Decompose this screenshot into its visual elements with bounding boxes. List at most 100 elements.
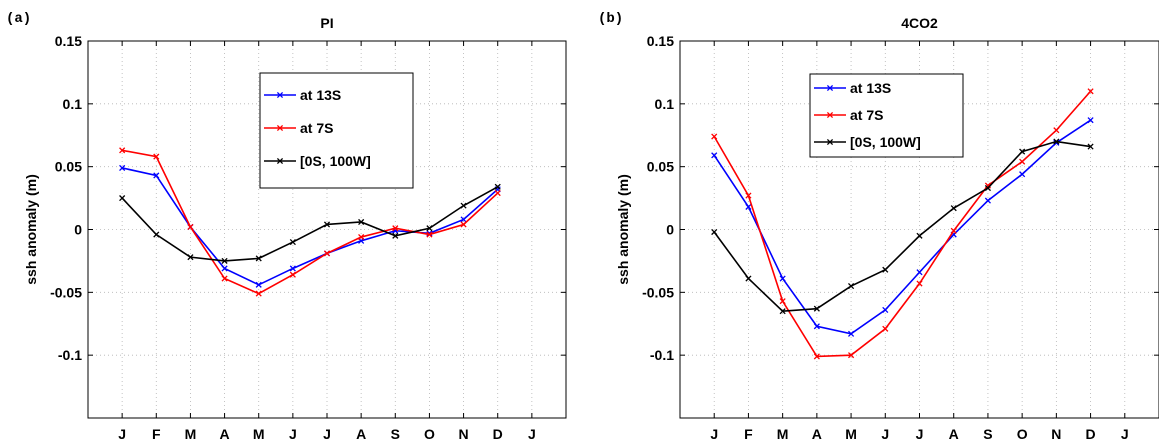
data-point: [950, 205, 957, 212]
y-tick-label: 0: [666, 222, 674, 238]
x-tick-label: J: [1121, 426, 1129, 442]
grid: [680, 40, 1159, 418]
data-point-stroke: [289, 271, 296, 278]
data-point: [494, 189, 501, 197]
x-tick-label: J: [289, 426, 297, 442]
x-tick-label: N: [459, 426, 469, 442]
legend-item: at 13S: [264, 87, 341, 103]
data-point: [711, 152, 718, 159]
x-tick-label: J: [710, 426, 718, 442]
data-point: [255, 255, 262, 262]
legend-label: at 13S: [850, 80, 891, 96]
data-point: [882, 325, 889, 332]
legend-marker: [826, 84, 834, 92]
data-point-stroke: [460, 202, 467, 209]
x-tick-label: J: [916, 426, 924, 442]
series-line: [121, 186, 499, 262]
data-point-stroke: [153, 172, 160, 179]
data-point: [119, 195, 126, 202]
data-point-stroke: [323, 221, 331, 228]
data-point-stroke: [1087, 117, 1094, 124]
data-point: [289, 271, 296, 278]
data-point-stroke: [779, 275, 786, 282]
legend-item: at 7S: [814, 107, 883, 123]
y-tick-label: 0.15: [647, 33, 674, 49]
x-tick-label: D: [493, 426, 503, 442]
data-point: [882, 306, 889, 313]
data-point: [711, 133, 718, 140]
data-point: [187, 254, 194, 261]
data-point-stroke: [1019, 148, 1026, 155]
data-point: [950, 227, 957, 234]
legend-box: [259, 72, 414, 189]
data-point-stroke: [426, 231, 433, 238]
data-point-stroke: [848, 352, 855, 359]
data-point-stroke: [1019, 158, 1026, 165]
data-point: [460, 216, 467, 223]
data-point: [848, 330, 855, 337]
data-point: [358, 233, 365, 241]
y-tick-label: -0.1: [58, 347, 82, 363]
legend-item: [0S, 100W]: [814, 134, 921, 150]
data-point: [779, 275, 786, 282]
data-point: [153, 172, 160, 179]
data-point-stroke: [221, 265, 228, 272]
data-point: [323, 250, 331, 257]
data-point: [984, 184, 991, 192]
x-tick-label: J: [528, 426, 536, 442]
data-point-stroke: [323, 250, 331, 257]
data-point: [848, 282, 855, 290]
data-point-stroke: [494, 189, 501, 197]
legend-label: at 13S: [300, 87, 341, 103]
series-line: [713, 90, 1092, 358]
data-point-stroke: [916, 232, 923, 239]
data-point: [392, 232, 399, 239]
chart-panel-b: 0.15 0.1 0.05 0 -0.05 -0.1 J F M A M J J A S O N D J 4CO2 (b…: [598, 11, 1159, 442]
x-tick-label: A: [949, 426, 959, 442]
x-tick-label: M: [253, 426, 265, 442]
data-point-stroke: [1053, 138, 1060, 145]
data-point: [358, 218, 365, 226]
data-point-stroke: [392, 225, 399, 232]
data-point: [392, 225, 399, 232]
data-point: [1087, 143, 1094, 150]
data-point-stroke: [289, 239, 296, 246]
data-point-stroke: [119, 164, 126, 171]
y-tick-label: 0: [74, 222, 82, 238]
data-point: [426, 225, 433, 232]
data-point: [460, 221, 467, 228]
x-tick-label: M: [777, 426, 789, 442]
data-point: [745, 192, 752, 199]
data-point-stroke: [813, 305, 820, 312]
data-point-stroke: [494, 183, 501, 190]
data-point: [119, 164, 126, 171]
series-2: [711, 138, 1094, 315]
y-tick-label: 0.15: [55, 33, 82, 49]
x-tick-label: N: [1051, 426, 1061, 442]
data-point: [289, 239, 296, 246]
data-point: [255, 290, 262, 297]
series-line: [121, 167, 499, 286]
y-tick-label: -0.05: [50, 284, 82, 300]
series-0: [711, 117, 1094, 337]
data-point-stroke: [460, 221, 467, 228]
data-point: [916, 232, 923, 239]
y-axis-label: ssh anomaly (m): [615, 174, 631, 284]
data-point: [882, 266, 889, 273]
y-axis-label: ssh anomaly (m): [23, 174, 39, 284]
data-point: [1019, 148, 1026, 155]
chart-title: PI: [320, 15, 333, 31]
data-point-stroke: [916, 280, 923, 287]
data-point-stroke: [813, 353, 820, 360]
panel-label: (a): [6, 11, 31, 27]
data-point-stroke: [711, 228, 718, 236]
x-tick-label: O: [1017, 426, 1028, 442]
x-tick-label: A: [356, 426, 366, 442]
data-point-stroke: [221, 257, 228, 264]
legend-marker: [276, 91, 284, 99]
panel-label: (b): [598, 11, 623, 27]
x-tick-label: J: [118, 426, 126, 442]
data-point-stroke: [1087, 143, 1094, 150]
data-point: [460, 202, 467, 209]
data-point-stroke: [289, 265, 296, 272]
